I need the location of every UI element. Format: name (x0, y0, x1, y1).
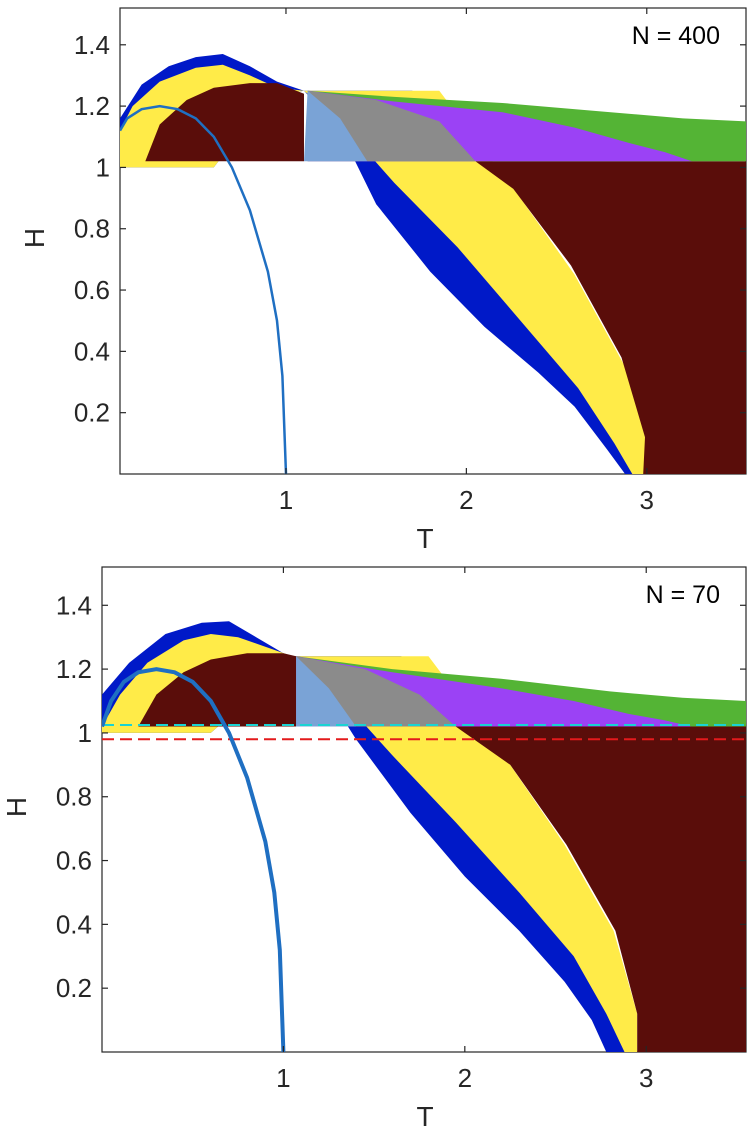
bottom-y-tick-label: 0.8 (56, 782, 92, 812)
top-plot-body (120, 54, 746, 474)
bottom-plot-body (102, 621, 746, 1052)
top-y-tick-label: 1.4 (74, 30, 110, 60)
bottom-region-3 (296, 726, 746, 1052)
bottom-x-tick-label: 1 (276, 1063, 290, 1093)
bottom-x-ticks: 1 2 3 (276, 567, 653, 1093)
bottom-region-7 (296, 656, 356, 727)
top-panel-n400: 1 2 3 0.2 0.4 0.6 0.8 1 1.2 1.4 N = 400 T H (19, 7, 747, 554)
bottom-y-axis-label: H (1, 797, 32, 817)
top-y-tick-label: 0.6 (74, 275, 110, 305)
top-region-6 (307, 90, 476, 162)
top-y-tick-label: 0.8 (74, 214, 110, 244)
top-x-ticks: 1 2 3 (279, 8, 654, 515)
bottom-region-6 (296, 656, 456, 727)
top-x-tick-label: 1 (279, 485, 293, 515)
top-region-2 (145, 83, 304, 162)
top-x-tick-label: 2 (459, 485, 473, 515)
bottom-y-tick-label: 1.4 (56, 590, 92, 620)
top-y-tick-label: 0.2 (74, 398, 110, 428)
bottom-x-tick-label: 3 (639, 1063, 653, 1093)
top-y-ticks: 0.2 0.4 0.6 0.8 1 1.2 1.4 (74, 30, 746, 428)
top-y-tick-label: 1 (96, 152, 110, 182)
top-series-line-0 (120, 104, 288, 474)
bottom-plot-area (102, 621, 746, 1052)
top-region-3 (304, 161, 746, 474)
bottom-y-ticks: 0.2 0.4 0.6 0.8 1 1.2 1.4 (56, 590, 746, 1003)
top-annotation: N = 400 (632, 22, 720, 50)
bottom-x-tick-label: 2 (458, 1063, 472, 1093)
bottom-y-tick-label: 0.4 (56, 909, 92, 939)
top-y-tick-label: 0.4 (74, 336, 110, 366)
bottom-y-tick-label: 1 (78, 718, 92, 748)
top-plot-area (120, 54, 746, 474)
top-x-axis-label: T (416, 523, 433, 554)
top-region-7 (304, 90, 368, 162)
bottom-y-tick-label: 0.6 (56, 846, 92, 876)
bottom-series-line-0 (102, 667, 286, 1052)
top-y-tick-label: 1.2 (74, 91, 110, 121)
bottom-region-2 (138, 653, 297, 727)
top-y-axis-label: H (19, 228, 50, 248)
bottom-x-axis-label: T (416, 1101, 433, 1132)
bottom-annotation: N = 70 (646, 581, 720, 609)
bottom-y-tick-label: 0.2 (56, 973, 92, 1003)
bottom-panel-n70: 1 2 3 0.2 0.4 0.6 0.8 1 1.2 1.4 N = 70 T H (1, 566, 747, 1132)
bottom-y-tick-label: 1.2 (56, 654, 92, 684)
top-x-tick-label: 3 (640, 485, 654, 515)
